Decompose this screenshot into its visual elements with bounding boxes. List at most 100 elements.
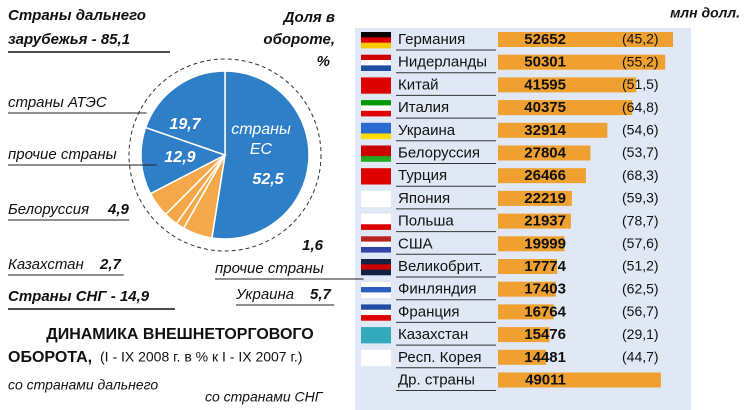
value-label: 17774: [524, 258, 566, 275]
bar: [498, 281, 556, 297]
slice-label: страны ЕС: [231, 121, 291, 158]
flag: [361, 218, 391, 225]
category-label: Польша: [398, 213, 454, 230]
bar: [498, 304, 554, 320]
value-label: 4,9: [107, 201, 130, 218]
share-label: (29,1): [622, 326, 659, 342]
flag: [361, 315, 391, 321]
flag: [361, 309, 391, 316]
share-label: (44,7): [622, 349, 659, 365]
flag: [361, 349, 391, 356]
category-label: Великобрит.: [398, 258, 483, 275]
value-label: 14481: [524, 349, 566, 366]
share-label: (55,2): [622, 53, 659, 69]
share-label: (51,2): [622, 258, 659, 274]
flag: [361, 65, 391, 71]
bar: [498, 100, 633, 116]
slice-label: Казахстан: [8, 256, 84, 273]
category-label: Нидерланды: [398, 54, 487, 71]
value-label: 40375: [524, 99, 566, 116]
flag: [361, 42, 391, 49]
bar: [498, 213, 571, 229]
flag: [361, 332, 391, 339]
category-label: Китай: [398, 76, 439, 93]
value-label: 17403: [524, 281, 566, 298]
pie-outline: [128, 58, 322, 252]
flag: [361, 355, 391, 361]
value-label: 27804: [524, 144, 566, 161]
value-label: 19999: [524, 235, 566, 252]
bar: [498, 190, 572, 206]
flag: [361, 337, 391, 344]
share-label: (68,3): [622, 167, 659, 183]
flag: [361, 287, 391, 293]
slice-label: Украина: [235, 286, 294, 303]
flag: [361, 88, 391, 94]
section-label: со странами СНГ: [205, 389, 324, 405]
category-label: США: [398, 235, 433, 252]
bar: [498, 349, 547, 365]
value-label: 5,7: [310, 286, 332, 303]
value-label: 50301: [524, 54, 566, 71]
flag: [361, 360, 391, 367]
category-label: Италия: [398, 99, 449, 116]
share-label: обороте,: [263, 31, 335, 48]
flag: [361, 224, 391, 230]
flag: [361, 105, 391, 112]
share-label: (53,7): [622, 144, 659, 160]
value-label: 19,7: [169, 116, 201, 133]
flag: [361, 292, 391, 298]
flag: [361, 128, 391, 134]
section-subtitle: (I - IX 2008 г. в % к I - IX 2007 г.): [100, 349, 302, 365]
value-label: 1,6: [302, 237, 324, 254]
flag: [361, 178, 391, 185]
share-label: Доля в: [282, 9, 335, 26]
pie-slice: [140, 126, 227, 195]
pie-slice: [211, 70, 310, 240]
share-label: %: [317, 53, 330, 70]
flag: [361, 54, 391, 61]
share-label: (57,6): [622, 235, 659, 251]
flag: [361, 37, 391, 43]
flag: [361, 82, 391, 89]
flag: [361, 196, 391, 202]
category-label: Япония: [398, 190, 450, 207]
section-label: со странами дальнего: [8, 377, 158, 393]
bar: [498, 372, 661, 388]
bar: [498, 122, 608, 138]
value-label: 26466: [524, 167, 566, 184]
category-label: Респ. Корея: [398, 349, 482, 366]
share-label: (59,3): [622, 190, 659, 206]
value-label: 41595: [524, 76, 566, 93]
section-title: ОБОРОТА,: [8, 349, 92, 366]
value-label: 52652: [524, 31, 566, 48]
flag: [361, 32, 391, 38]
title: Страны дальнего: [8, 7, 146, 24]
flag: [361, 110, 391, 117]
value-label: 22219: [524, 190, 566, 207]
flag: [361, 269, 391, 276]
share-label: (54,6): [622, 122, 659, 138]
flag: [361, 156, 391, 162]
share-label: (78,7): [622, 212, 659, 228]
share-label: (62,5): [622, 280, 659, 296]
category-label: Финляндия: [398, 281, 476, 298]
category-label: Турция: [398, 167, 447, 184]
slice-label: Белоруссия: [8, 201, 89, 218]
flag: [361, 122, 391, 129]
slice-label: страны АТЭС: [8, 94, 107, 111]
flag: [361, 60, 391, 66]
flag: [361, 168, 391, 174]
share-label: (64,8): [622, 99, 659, 115]
value-label: 52,5: [252, 171, 284, 188]
category-label: Украина: [398, 122, 456, 139]
flag: [361, 327, 391, 333]
flag: [361, 150, 391, 157]
bar: [498, 77, 637, 93]
flag: [361, 133, 391, 140]
bar: [498, 54, 666, 70]
unit: млн долл.: [670, 5, 740, 21]
bar: [498, 168, 586, 184]
